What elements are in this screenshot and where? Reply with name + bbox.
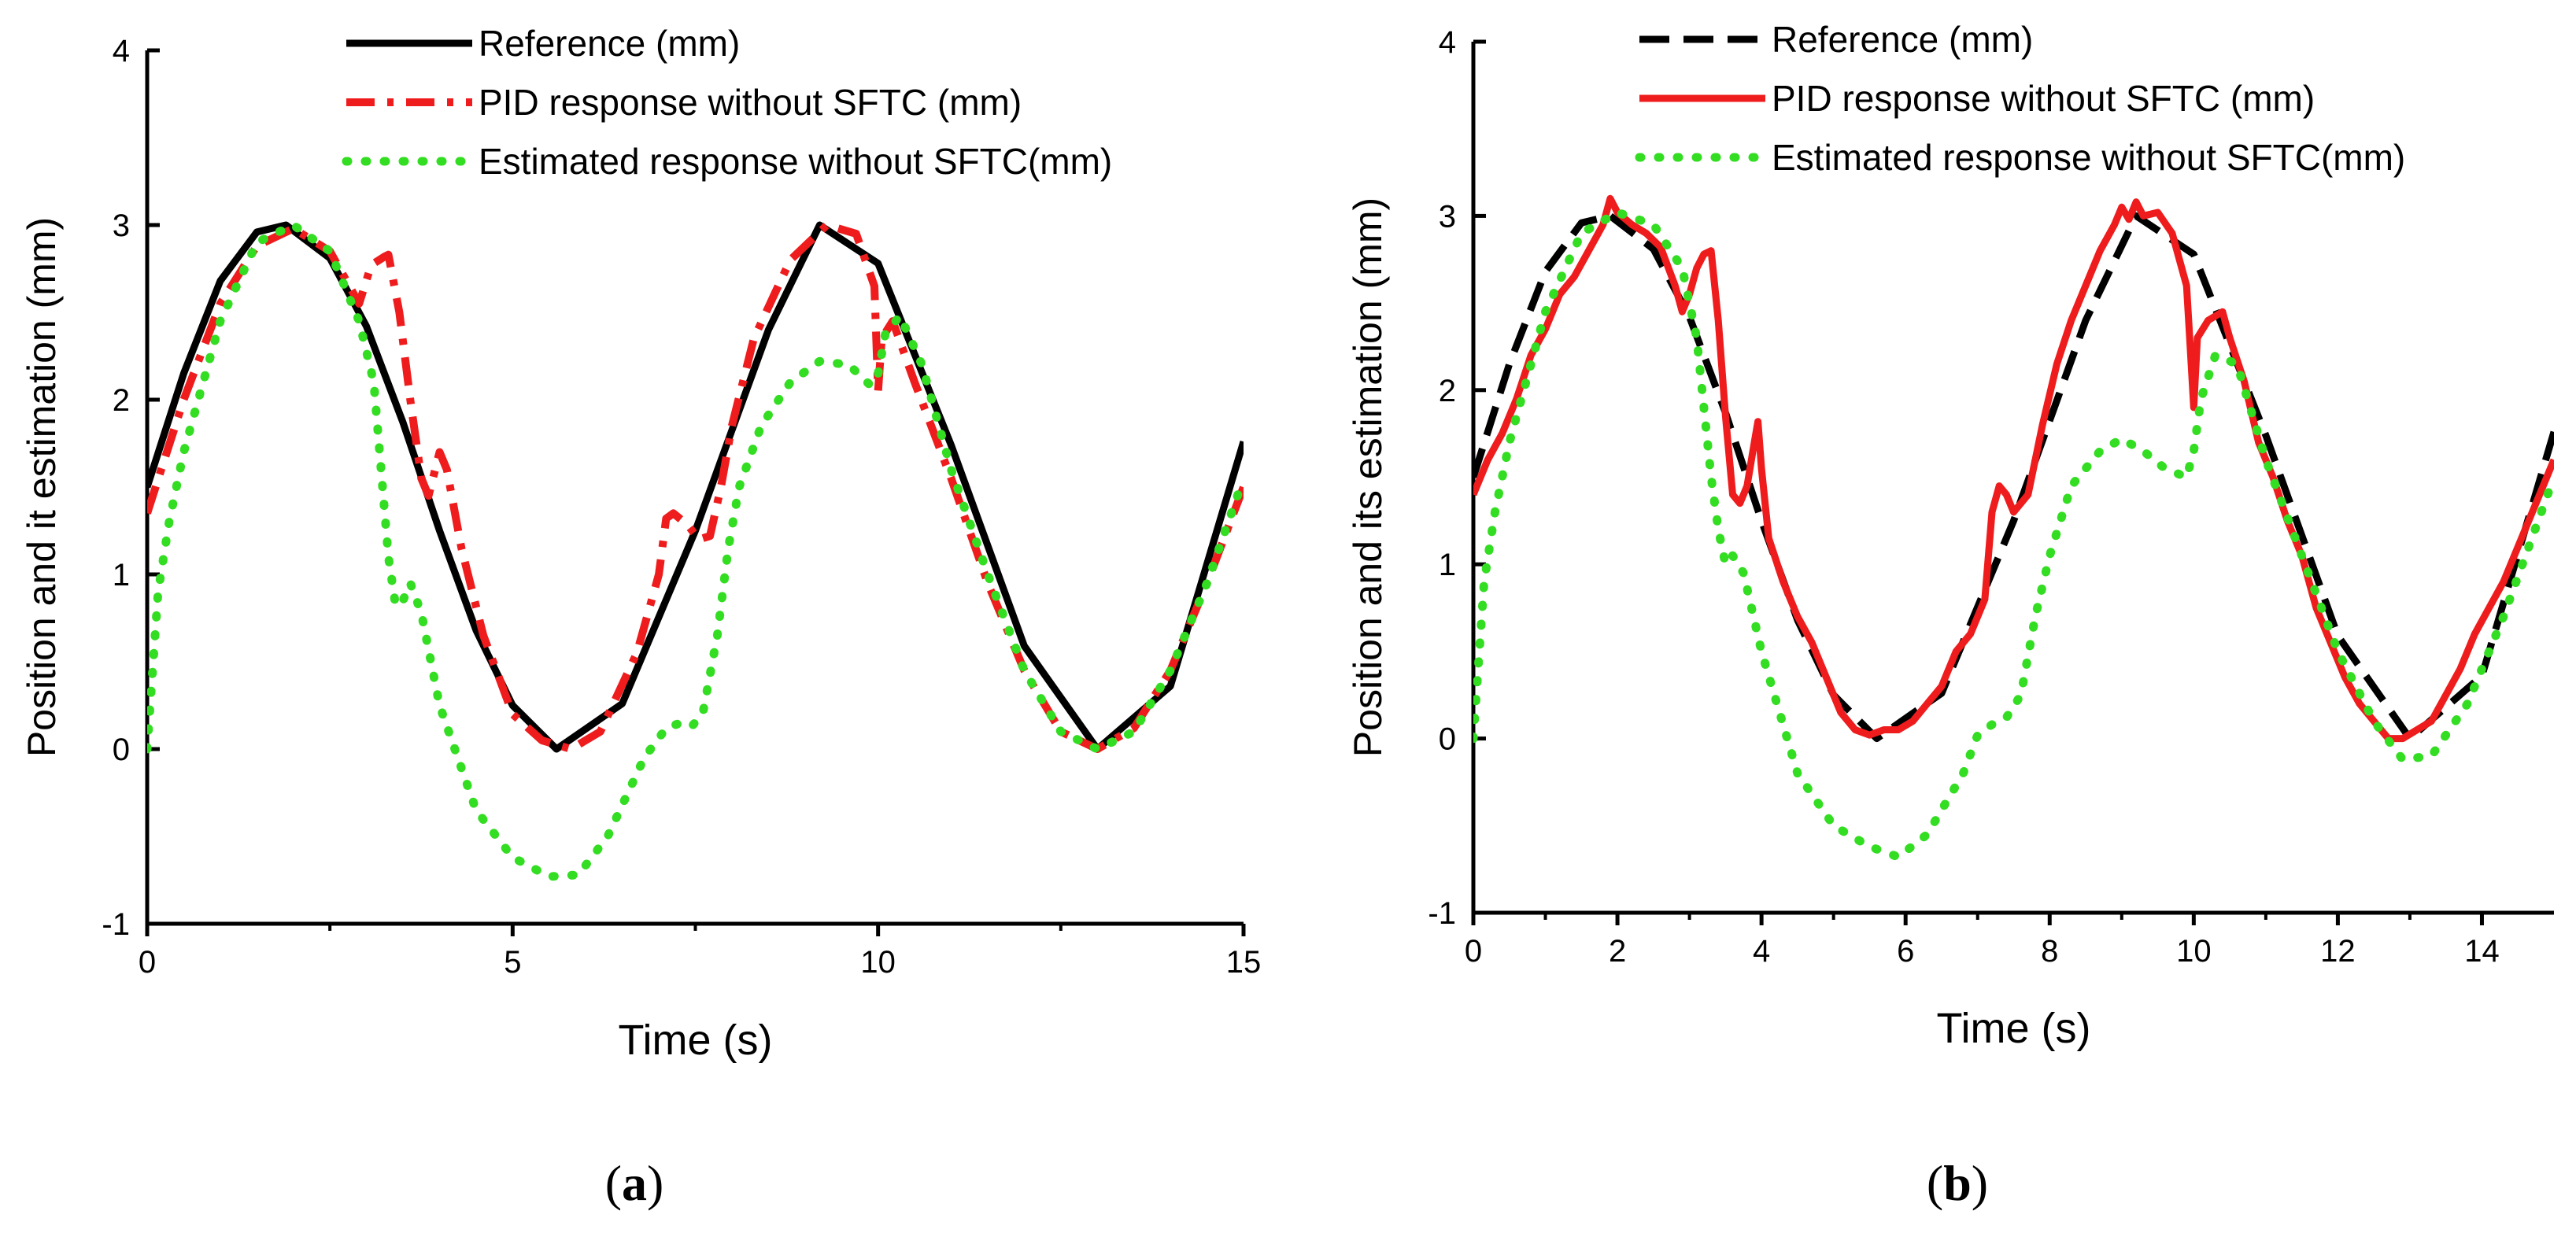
chart-panel-a: -1 0 1 2 3 4 0 5 10 15 Time (s) Position and it est… <box>20 23 1261 1211</box>
panel-label-letter: a <box>622 1155 647 1211</box>
panel-label-close-paren: ) <box>1972 1155 1988 1211</box>
legend-label-1: Reference (mm) <box>479 23 740 64</box>
legend-label-1: Reference (mm) <box>1772 19 2033 60</box>
legend-label-3: Estimated response without SFTC(mm) <box>1772 137 2405 178</box>
y-axis-title: Position and it estimation (mm) <box>20 217 64 757</box>
legend-label-2: PID response without SFTC (mm) <box>479 82 1022 123</box>
legend-label-3: Estimated response without SFTC(mm) <box>479 141 1112 182</box>
y-tick-label: 0 <box>113 733 130 767</box>
series-line-1 <box>1473 212 2554 743</box>
y-tick-label: 3 <box>113 209 130 243</box>
panel-label-open-paren: ( <box>1927 1155 1943 1211</box>
x-tick-label: 0 <box>1465 934 1482 969</box>
x-tick-label: 10 <box>860 945 896 980</box>
series-line-3 <box>1473 208 2554 862</box>
y-tick-label: 2 <box>1439 374 1456 408</box>
panel-label-letter: b <box>1943 1155 1972 1211</box>
panel-label: (a) <box>605 1155 664 1211</box>
x-tick-label: 6 <box>1897 934 1914 969</box>
legend-label-2: PID response without SFTC (mm) <box>1772 78 2315 119</box>
x-tick-label: 10 <box>2176 934 2212 969</box>
y-tick-label: -1 <box>1428 896 1456 931</box>
x-tick-label: 0 <box>139 945 156 980</box>
x-tick-label: 4 <box>1753 934 1770 969</box>
y-axis-title: Position and its estimation (mm) <box>1346 197 1390 757</box>
series-line-1 <box>147 221 1244 753</box>
series-line-2 <box>147 221 1244 753</box>
x-tick-label: 15 <box>1226 945 1262 980</box>
x-tick-label: 2 <box>1609 934 1626 969</box>
panel-label-open-paren: ( <box>605 1155 622 1211</box>
y-tick-label: 2 <box>113 383 130 418</box>
panel-label: (b) <box>1927 1155 1988 1211</box>
x-tick-label: 8 <box>2041 934 2058 969</box>
y-tick-label: 4 <box>1439 25 1456 60</box>
y-tick-label: 1 <box>113 558 130 592</box>
y-tick-label: 3 <box>1439 199 1456 234</box>
series-line-3 <box>147 220 1244 881</box>
x-tick-label: 5 <box>504 945 521 980</box>
x-tick-label: 14 <box>2464 934 2500 969</box>
x-tick-label: 12 <box>2320 934 2356 969</box>
x-axis-title: Time (s) <box>1937 1005 2091 1052</box>
series-line-2 <box>1473 194 2554 743</box>
y-tick-label: 1 <box>1439 548 1456 582</box>
y-tick-label: 0 <box>1439 722 1456 757</box>
x-axis-title: Time (s) <box>619 1017 773 1064</box>
panel-label-close-paren: ) <box>647 1155 663 1211</box>
y-tick-label: 4 <box>113 34 130 68</box>
y-tick-label: -1 <box>102 907 130 942</box>
